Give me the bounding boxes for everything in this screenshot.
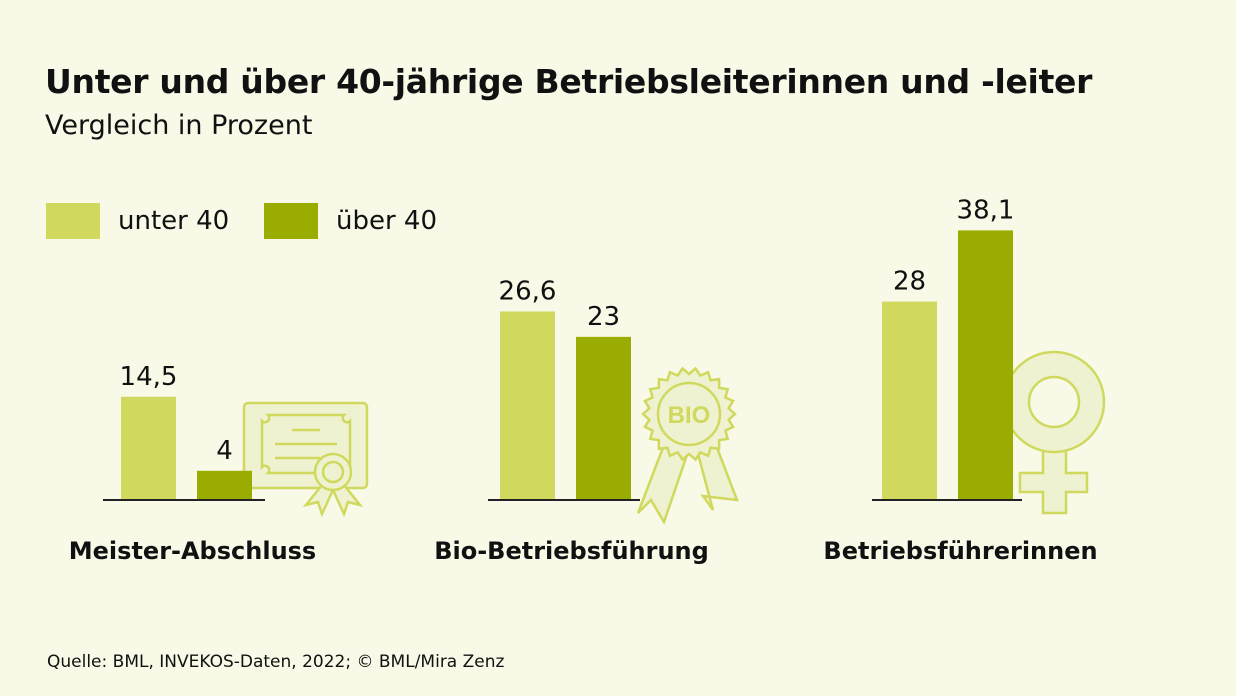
- category-label: Betriebsführerinnen: [823, 537, 1097, 565]
- chart-subtitle: Vergleich in Prozent: [45, 110, 313, 141]
- bio-icon-text: BIO: [668, 402, 711, 429]
- bar-over-40: [576, 336, 631, 499]
- data-label: 4: [216, 436, 233, 466]
- certificate-icon: [242, 401, 369, 518]
- chart-title: Unter und über 40-jährige Betriebsleiter…: [45, 62, 1093, 101]
- legend-label-over-40: über 40: [336, 206, 438, 236]
- female-symbol-icon: [1002, 350, 1106, 515]
- bar-under-40: [121, 396, 176, 499]
- bar-under-40: [882, 301, 937, 499]
- bio-rosette-icon: BIO: [636, 366, 739, 525]
- legend-swatch-over-40: [264, 203, 318, 239]
- source-note: Quelle: BML, INVEKOS-Daten, 2022; © BML/…: [47, 652, 505, 672]
- bar-over-40: [958, 230, 1013, 499]
- category-label: Meister-Abschluss: [69, 537, 316, 565]
- bar-over-40: [197, 470, 252, 499]
- data-label: 14,5: [120, 362, 178, 392]
- legend-label-under-40: unter 40: [118, 206, 230, 236]
- bar-under-40: [500, 311, 555, 499]
- data-label: 38,1: [957, 195, 1015, 225]
- legend-item-over-40: über 40: [264, 203, 437, 239]
- category-label: Bio-Betriebsführung: [434, 537, 709, 565]
- data-label: 23: [587, 302, 620, 332]
- legend-item-under-40: unter 40: [46, 203, 229, 239]
- legend-swatch-under-40: [46, 203, 100, 239]
- data-label: 28: [893, 267, 926, 297]
- data-label: 26,6: [499, 276, 557, 306]
